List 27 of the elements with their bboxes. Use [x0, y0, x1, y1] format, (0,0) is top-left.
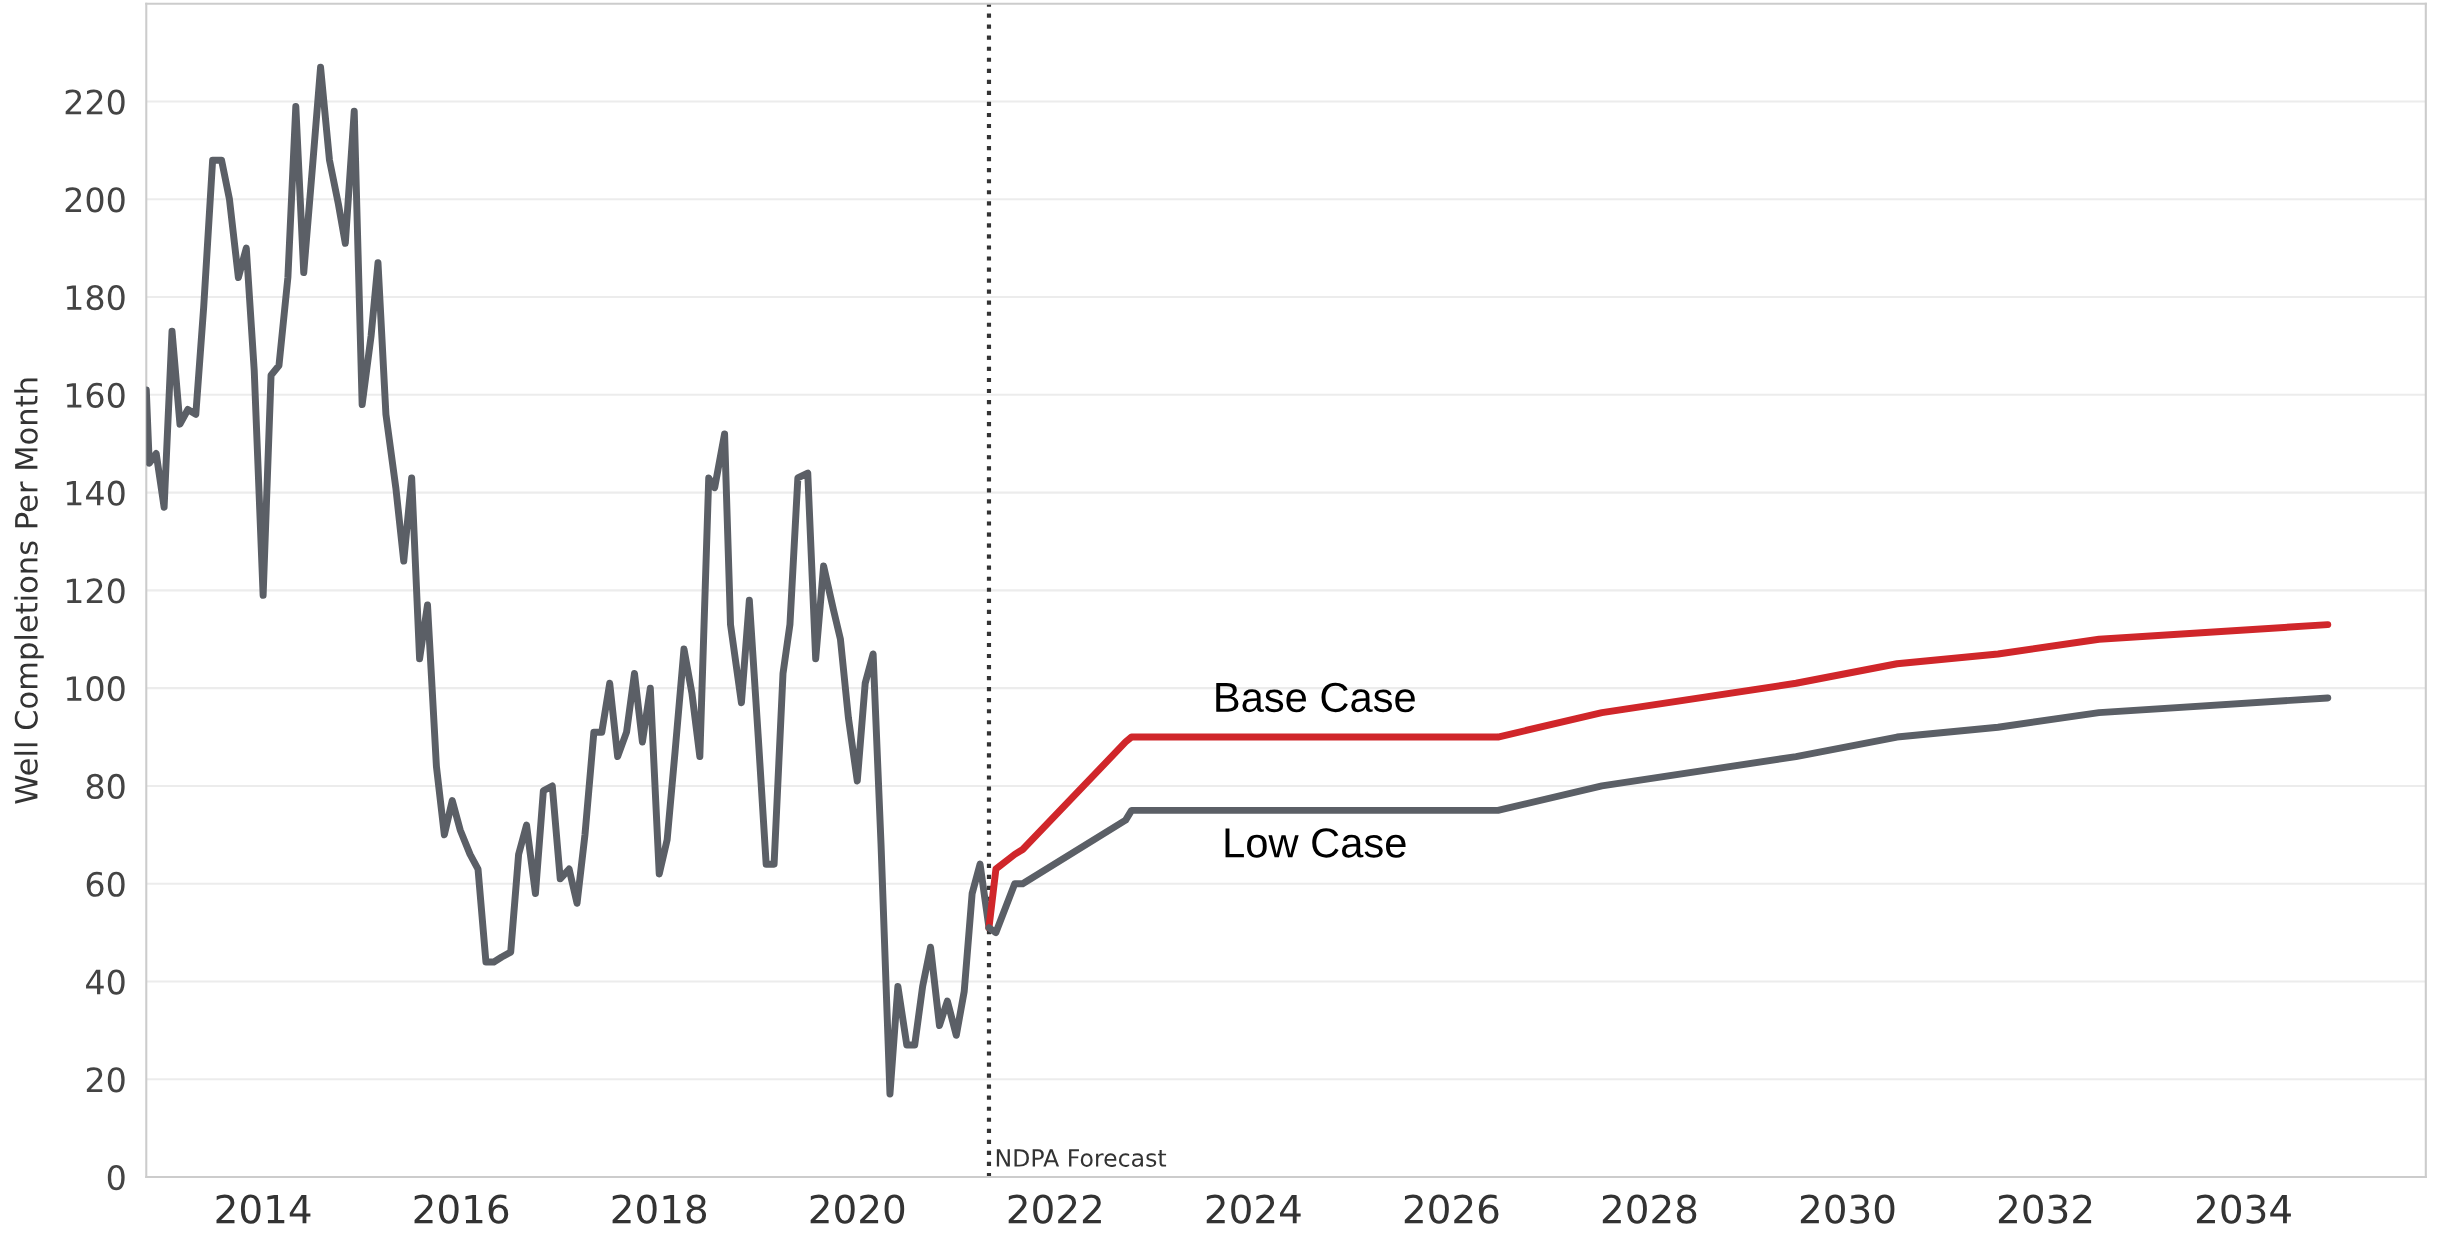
x-tick-label: 2028 — [1602, 1194, 1697, 1224]
y-tick-label: 160 — [66, 382, 125, 408]
series-label: Base Case — [1216, 682, 1415, 713]
y-tick-label: 100 — [66, 676, 125, 702]
y-tick-label: 140 — [66, 480, 125, 506]
x-tick-label: 2034 — [2196, 1194, 2291, 1224]
x-tick-label: 2026 — [1404, 1194, 1499, 1224]
y-tick-label: 200 — [65, 187, 125, 213]
y-tick-label: 80 — [86, 773, 125, 800]
y-axis-title: Well Completions Per Month — [14, 378, 44, 804]
x-tick-label: 2030 — [1800, 1194, 1895, 1224]
x-tick-label: 2018 — [612, 1194, 707, 1224]
y-tick-label: 0 — [107, 1164, 125, 1191]
y-tick-label: 220 — [65, 89, 125, 115]
x-tick-label: 2024 — [1206, 1194, 1301, 1224]
series-label: Low Case — [1225, 828, 1406, 858]
x-tick-label: 2020 — [810, 1194, 905, 1224]
ref-line-label: NDPA Forecast — [996, 1149, 1167, 1167]
x-tick-label: 2016 — [414, 1194, 509, 1224]
y-tick-label: 120 — [66, 578, 125, 604]
x-tick-label: 2022 — [1008, 1194, 1101, 1224]
x-tick-label: 2032 — [1998, 1194, 2092, 1224]
y-tick-label: 60 — [86, 871, 125, 897]
y-tick-label: 180 — [66, 284, 125, 311]
x-tick-label: 2014 — [216, 1194, 311, 1224]
y-tick-label: 20 — [86, 1067, 125, 1093]
y-tick-label: 40 — [86, 969, 125, 995]
